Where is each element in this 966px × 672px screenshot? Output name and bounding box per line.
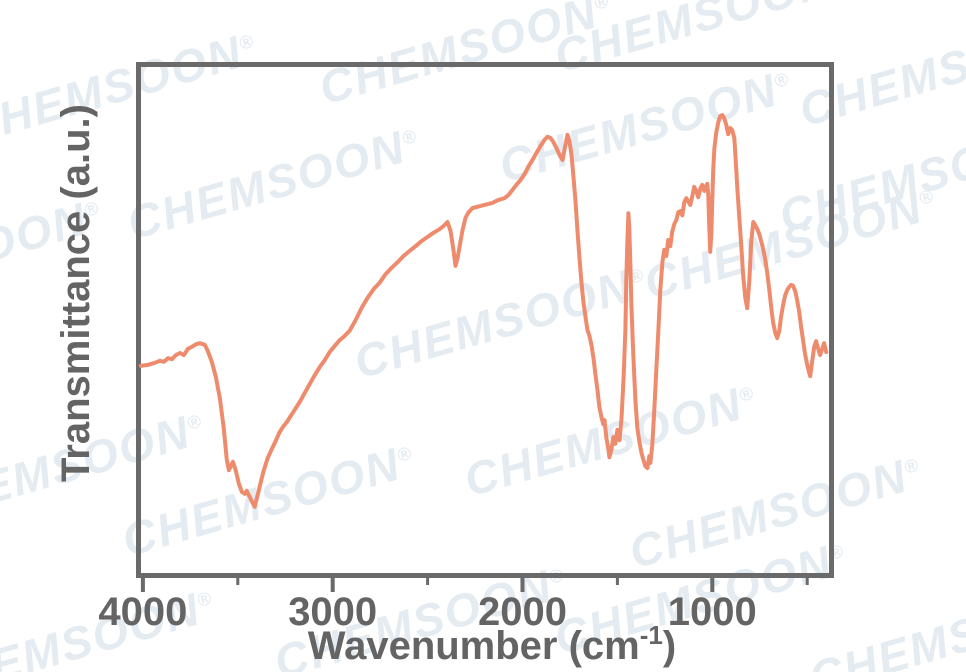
x-major-tick <box>140 576 145 592</box>
plot-frame <box>136 62 834 578</box>
x-minor-tick <box>615 576 619 585</box>
x-major-tick <box>710 576 715 592</box>
spectrum-curve <box>138 113 829 509</box>
x-minor-tick <box>236 576 240 585</box>
x-axis-ticks <box>140 576 809 592</box>
x-minor-tick <box>805 576 809 585</box>
x-major-tick <box>520 576 525 592</box>
x-minor-tick <box>426 576 430 585</box>
x-major-tick <box>330 576 335 592</box>
